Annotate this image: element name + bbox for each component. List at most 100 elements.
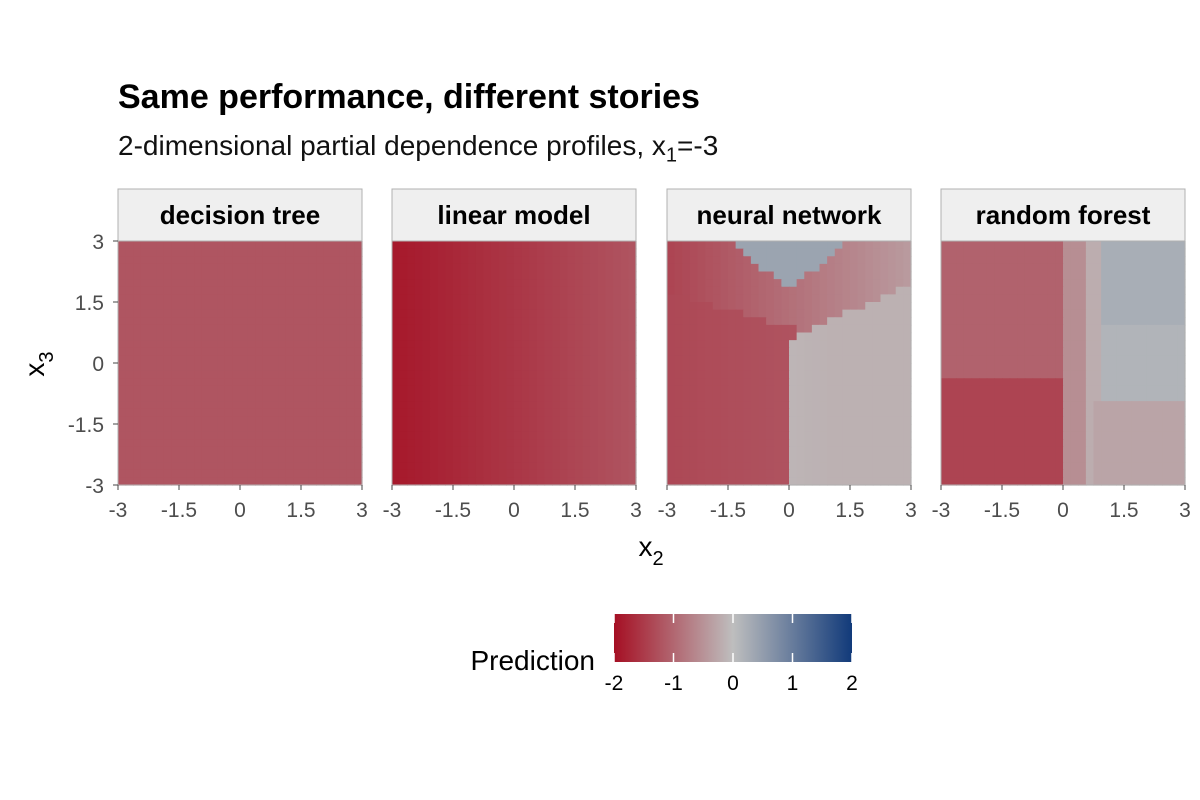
heatmap-cell <box>628 424 637 433</box>
heatmap-cell <box>971 302 980 311</box>
heatmap-cell <box>1032 363 1041 372</box>
heatmap-cell <box>1154 401 1163 410</box>
heatmap-cell <box>994 332 1003 341</box>
heatmap-cell <box>437 454 446 463</box>
heatmap-cell <box>941 302 950 311</box>
heatmap-cell <box>301 317 310 326</box>
heatmap-cell <box>1009 446 1018 456</box>
heatmap-cell <box>590 294 599 303</box>
heatmap-cell <box>743 424 752 433</box>
heatmap-cell <box>705 302 714 311</box>
heatmap-cell <box>1131 263 1140 273</box>
heatmap-cell <box>796 393 805 402</box>
heatmap-cell <box>1047 332 1056 341</box>
heatmap-cell <box>521 286 530 295</box>
heatmap-cell <box>804 324 813 334</box>
heatmap-cell <box>209 309 218 318</box>
heatmap-cell <box>498 370 507 379</box>
heatmap-cell <box>842 355 851 364</box>
heatmap-cell <box>834 363 843 372</box>
heatmap-cell <box>1169 294 1178 303</box>
heatmap-cell <box>735 469 744 478</box>
heatmap-cell <box>857 302 866 311</box>
heatmap-cell <box>597 332 607 341</box>
heatmap-cell <box>186 347 195 356</box>
heatmap-cell <box>971 286 980 295</box>
heatmap-cell <box>1154 347 1163 356</box>
heatmap-cell <box>758 256 767 265</box>
heatmap-cell <box>559 370 568 379</box>
heatmap-cell <box>422 279 431 288</box>
heatmap-cell <box>331 324 340 334</box>
heatmap-cell <box>682 347 691 356</box>
heatmap-cell <box>667 439 676 448</box>
heatmap-cell <box>1162 454 1171 463</box>
heatmap-cell <box>979 469 988 478</box>
heatmap-cell <box>979 241 988 250</box>
heatmap-cell <box>209 286 218 295</box>
heatmap-cell <box>773 309 782 318</box>
heatmap-cell <box>842 385 851 395</box>
heatmap-cell <box>240 317 249 326</box>
heatmap-cell <box>399 385 408 395</box>
heatmap-cell <box>941 439 950 448</box>
heatmap-cell <box>857 469 866 478</box>
heatmap-cell <box>1177 416 1186 425</box>
heatmap-cell <box>224 279 233 288</box>
heatmap-cell <box>804 256 813 265</box>
heatmap-cell <box>766 294 775 303</box>
heatmap-cell <box>1009 454 1018 463</box>
heatmap-cell <box>354 355 363 364</box>
heatmap-cell <box>437 347 446 356</box>
heatmap-cell <box>1040 279 1049 288</box>
heatmap-cell <box>819 302 828 311</box>
heatmap-cell <box>819 271 828 280</box>
heatmap-cell <box>506 309 515 318</box>
heatmap-cell <box>781 408 790 417</box>
heatmap-cell <box>986 317 995 326</box>
heatmap-cell <box>262 324 272 334</box>
heatmap-cell <box>903 462 912 471</box>
heatmap-cell <box>697 355 706 364</box>
heatmap-cell <box>331 439 340 448</box>
heatmap-cell <box>529 378 538 387</box>
heatmap-cell <box>399 332 408 341</box>
heatmap-cell <box>262 408 272 417</box>
heatmap-cell <box>1085 378 1095 387</box>
heatmap-cell <box>285 385 294 395</box>
heatmap-cell <box>796 408 805 417</box>
heatmap-cell <box>963 355 973 364</box>
heatmap-cell <box>506 393 515 402</box>
heatmap-cell <box>735 408 744 417</box>
heatmap-cell <box>316 279 325 288</box>
heatmap-cell <box>1124 248 1133 257</box>
heatmap-cell <box>789 378 798 387</box>
heatmap-cell <box>1078 446 1087 456</box>
heatmap-cell <box>758 462 767 471</box>
heatmap-cell <box>285 424 294 433</box>
heatmap-cell <box>697 286 706 295</box>
heatmap-cell <box>125 241 134 250</box>
heatmap-cell <box>963 294 973 303</box>
heatmap-cell <box>179 248 188 257</box>
heatmap-cell <box>963 439 973 448</box>
heatmap-cell <box>331 416 340 425</box>
heatmap-cell <box>827 401 836 410</box>
heatmap-cell <box>567 439 576 448</box>
heatmap-cell <box>247 309 256 318</box>
heatmap-cell <box>804 408 813 417</box>
heatmap-cell <box>590 408 599 417</box>
heatmap-cell <box>628 241 637 250</box>
heatmap-cell <box>179 416 188 425</box>
heatmap-cell <box>323 416 333 425</box>
heatmap-cell <box>224 424 233 433</box>
heatmap-cell <box>179 401 188 410</box>
heatmap-cell <box>834 462 843 471</box>
heatmap-cell <box>559 378 568 387</box>
heatmap-cell <box>262 363 272 372</box>
heatmap-cell <box>712 393 721 402</box>
heatmap-cell <box>1108 256 1117 265</box>
heatmap-cell <box>1002 294 1011 303</box>
heatmap-cell <box>597 393 607 402</box>
